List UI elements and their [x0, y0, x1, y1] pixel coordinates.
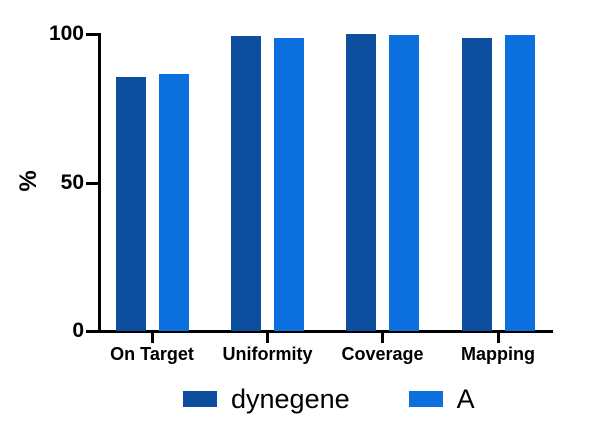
y-tick-mark — [86, 181, 98, 185]
x-tick-mark — [150, 333, 154, 343]
legend-label-a: A — [456, 384, 475, 414]
legend: dynegene A — [183, 385, 475, 413]
legend-label-dynegene: dynegene — [231, 384, 350, 414]
category-label: Uniformity — [222, 344, 313, 364]
y-tick-mark — [86, 330, 98, 333]
y-tick-label: 100 — [48, 22, 84, 45]
x-tick-mark — [496, 333, 500, 343]
legend-item-a: A — [408, 384, 475, 414]
bar-a-coverage — [389, 35, 419, 331]
legend-swatch-dynegene — [183, 391, 217, 407]
y-axis-line — [98, 33, 101, 333]
category-label: On Target — [110, 344, 194, 364]
y-tick-mark — [86, 33, 98, 36]
category-label: Coverage — [341, 344, 424, 364]
x-tick-mark — [381, 333, 384, 343]
x-tick-mark — [266, 333, 269, 343]
legend-swatch-a — [408, 391, 443, 407]
y-tick-label: 50 — [60, 170, 84, 194]
bar-a-on-target — [158, 74, 189, 331]
bar-dynegene-on-target — [115, 77, 146, 331]
x-axis-line — [88, 330, 553, 333]
category-label: Mapping — [461, 344, 535, 364]
bar-a-uniformity — [274, 37, 304, 331]
bar-dynegene-mapping — [461, 38, 492, 331]
legend-item-dynegene: dynegene — [183, 385, 350, 413]
y-tick-label: 0 — [72, 319, 84, 342]
bar-a-mapping — [504, 34, 535, 331]
bar-dynegene-uniformity — [231, 36, 261, 331]
bar-dynegene-coverage — [346, 34, 376, 331]
